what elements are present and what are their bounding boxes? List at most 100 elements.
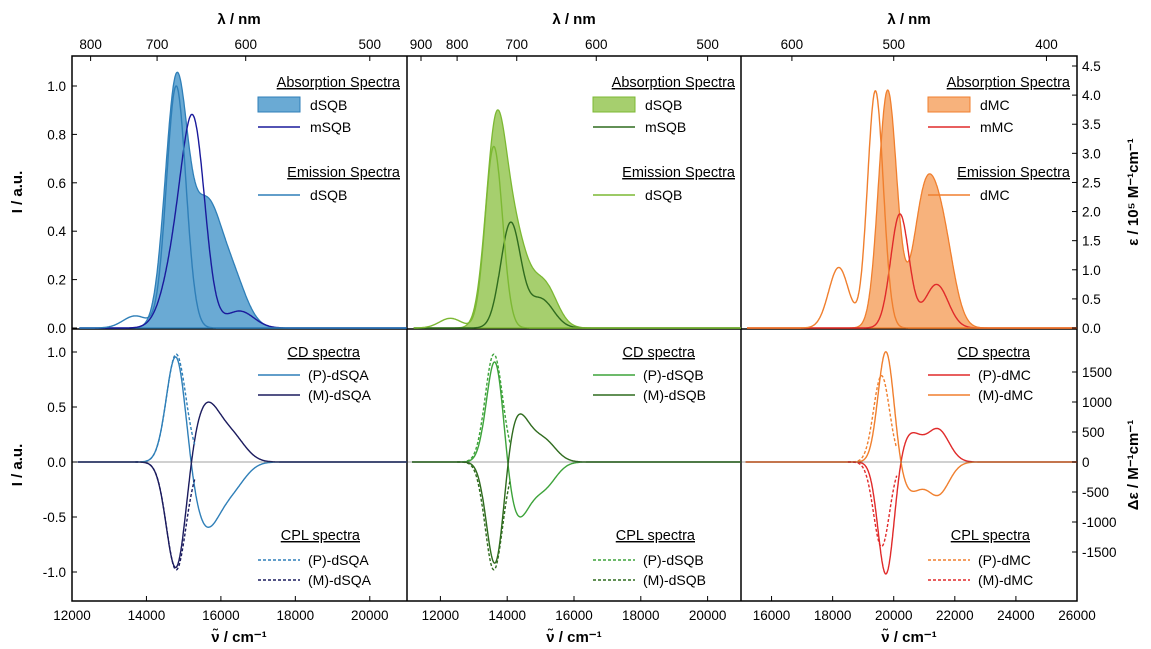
- legend-heading-cpl: CPL spectra: [616, 528, 696, 544]
- left-axis-label-bottom: I / a.u.: [9, 444, 26, 487]
- top-tick-label: 700: [505, 37, 528, 52]
- top-tick-label: 500: [696, 37, 719, 52]
- legend-heading-absorption: Absorption Spectra: [947, 75, 1071, 91]
- legend-item: (M)-dMC: [978, 572, 1033, 588]
- x-tick-label: 18000: [622, 608, 660, 623]
- legend-heading-cd: CD spectra: [957, 345, 1030, 361]
- legend-item: (M)-dSQA: [308, 572, 372, 588]
- y-tick-label-right-top: 2.0: [1082, 205, 1101, 220]
- top-tick-label: 500: [359, 37, 382, 52]
- y-tick-label-right-top: 4.5: [1082, 59, 1101, 74]
- legend-item: dMC: [980, 97, 1010, 113]
- right-axis-label-bottom: Δε / M⁻¹cm⁻¹: [1125, 420, 1142, 510]
- x-tick-label: 22000: [936, 608, 974, 623]
- x-tick-label: 18000: [814, 608, 852, 623]
- panel-right-bottom: [741, 351, 1077, 575]
- x-tick-label: 16000: [753, 608, 791, 623]
- x-tick-label: 20000: [689, 608, 727, 623]
- legend-item: (M)-dSQA: [308, 387, 372, 403]
- y-tick-label-right-top: 0.5: [1082, 292, 1101, 307]
- series-dsqb-absorption-area: [413, 109, 741, 329]
- legend-item: mSQB: [645, 119, 686, 135]
- series-dmc-absorption-area: [747, 89, 1077, 329]
- y-tick-label-right-top: 3.5: [1082, 117, 1101, 132]
- legend-item: mSQB: [310, 119, 351, 135]
- legend-item: (M)-dSQB: [643, 572, 706, 588]
- series-dsqb-absorption-area: [79, 71, 407, 329]
- x-tick-label: 16000: [202, 608, 240, 623]
- x-tick-label: 14000: [128, 608, 166, 623]
- y-tick-label-left-bottom: -1.0: [43, 565, 66, 580]
- bottom-axis-label-1: ν̃ / cm⁻¹: [211, 628, 266, 646]
- panel-left-bottom: [72, 353, 407, 571]
- top-tick-label: 800: [446, 37, 469, 52]
- legend-heading-absorption: Absorption Spectra: [277, 75, 401, 91]
- series-p-dmc-cpl-line: [847, 375, 898, 463]
- series-m-dmc-cpl-line: [847, 461, 898, 548]
- y-tick-label-right-top: 1.5: [1082, 234, 1101, 249]
- bottom-axis-label-2: ν̃ / cm⁻¹: [546, 628, 601, 646]
- legend-item: dSQB: [310, 97, 347, 113]
- y-tick-label-left-top: 0.0: [47, 321, 66, 336]
- y-tick-label-right-bottom: 500: [1082, 425, 1105, 440]
- top-tick-label: 500: [882, 37, 905, 52]
- y-tick-label-right-top: 4.0: [1082, 88, 1101, 103]
- legend-item: (P)-dSQA: [308, 552, 369, 568]
- top-tick-label: 600: [585, 37, 608, 52]
- top-tick-label: 700: [146, 37, 169, 52]
- x-tick-label: 12000: [53, 608, 91, 623]
- legend-heading-cpl: CPL spectra: [281, 528, 361, 544]
- top-axis-label-3: λ / nm: [887, 11, 930, 28]
- y-tick-label-right-top: 1.0: [1082, 263, 1101, 278]
- x-tick-label: 16000: [555, 608, 593, 623]
- series-p-dsqa-cpl-line: [135, 353, 196, 463]
- y-tick-label-right-bottom: -500: [1082, 485, 1109, 500]
- legend-heading-emission: Emission Spectra: [622, 165, 736, 181]
- panel-middle-top: [413, 109, 741, 329]
- panel-left-top: [79, 71, 407, 329]
- legend-heading-cpl: CPL spectra: [951, 528, 1031, 544]
- top-tick-label: 600: [781, 37, 804, 52]
- legend-item: dSQB: [645, 187, 682, 203]
- legend-item: (M)-dMC: [978, 387, 1033, 403]
- legend-item: (M)-dSQB: [643, 387, 706, 403]
- legend-item: mMC: [980, 119, 1013, 135]
- series-dsqb-emission-line: [79, 85, 407, 329]
- y-tick-label-right-bottom: -1000: [1082, 515, 1117, 530]
- legend-item: (P)-dMC: [978, 552, 1031, 568]
- y-tick-label-left-top: 0.2: [47, 273, 66, 288]
- legend-heading-emission: Emission Spectra: [287, 165, 401, 181]
- legend-item: (P)-dSQB: [643, 367, 704, 383]
- x-tick-label: 20000: [351, 608, 389, 623]
- y-tick-label-right-bottom: 1500: [1082, 365, 1112, 380]
- legend-heading-cd: CD spectra: [622, 345, 695, 361]
- legend-heading-cd: CD spectra: [287, 345, 360, 361]
- legend-heading-absorption: Absorption Spectra: [612, 75, 736, 91]
- series-p-dsqb-cd-line: [412, 361, 741, 518]
- legend-item: (P)-dSQB: [643, 552, 704, 568]
- y-tick-label-right-bottom: 1000: [1082, 395, 1112, 410]
- panel-right-top: [747, 89, 1077, 329]
- y-tick-label-left-top: 0.8: [47, 127, 66, 142]
- legend-item: dMC: [980, 187, 1010, 203]
- x-tick-label: 12000: [422, 608, 460, 623]
- y-tick-label-left-bottom: 0.5: [47, 400, 66, 415]
- legend-item: dSQB: [310, 187, 347, 203]
- x-tick-label: 24000: [997, 608, 1035, 623]
- y-tick-label-right-top: 3.0: [1082, 146, 1101, 161]
- legend-item: (P)-dMC: [978, 367, 1031, 383]
- legend-item: (P)-dSQA: [308, 367, 369, 383]
- y-tick-label-right-top: 2.5: [1082, 175, 1101, 190]
- top-tick-label: 400: [1035, 37, 1058, 52]
- series-dmc-emission-line: [747, 89, 1077, 329]
- y-tick-label-right-bottom: 0: [1082, 455, 1090, 470]
- y-tick-label-left-bottom: -0.5: [43, 510, 66, 525]
- x-tick-label: 18000: [277, 608, 315, 623]
- legend-swatch-absorption-filled: [257, 96, 301, 113]
- top-tick-label: 800: [79, 37, 102, 52]
- panel-middle-bottom: [407, 353, 741, 571]
- y-tick-label-left-bottom: 1.0: [47, 345, 66, 360]
- legend-swatch-absorption-filled: [927, 96, 971, 113]
- bottom-axis-label-3: ν̃ / cm⁻¹: [881, 628, 936, 646]
